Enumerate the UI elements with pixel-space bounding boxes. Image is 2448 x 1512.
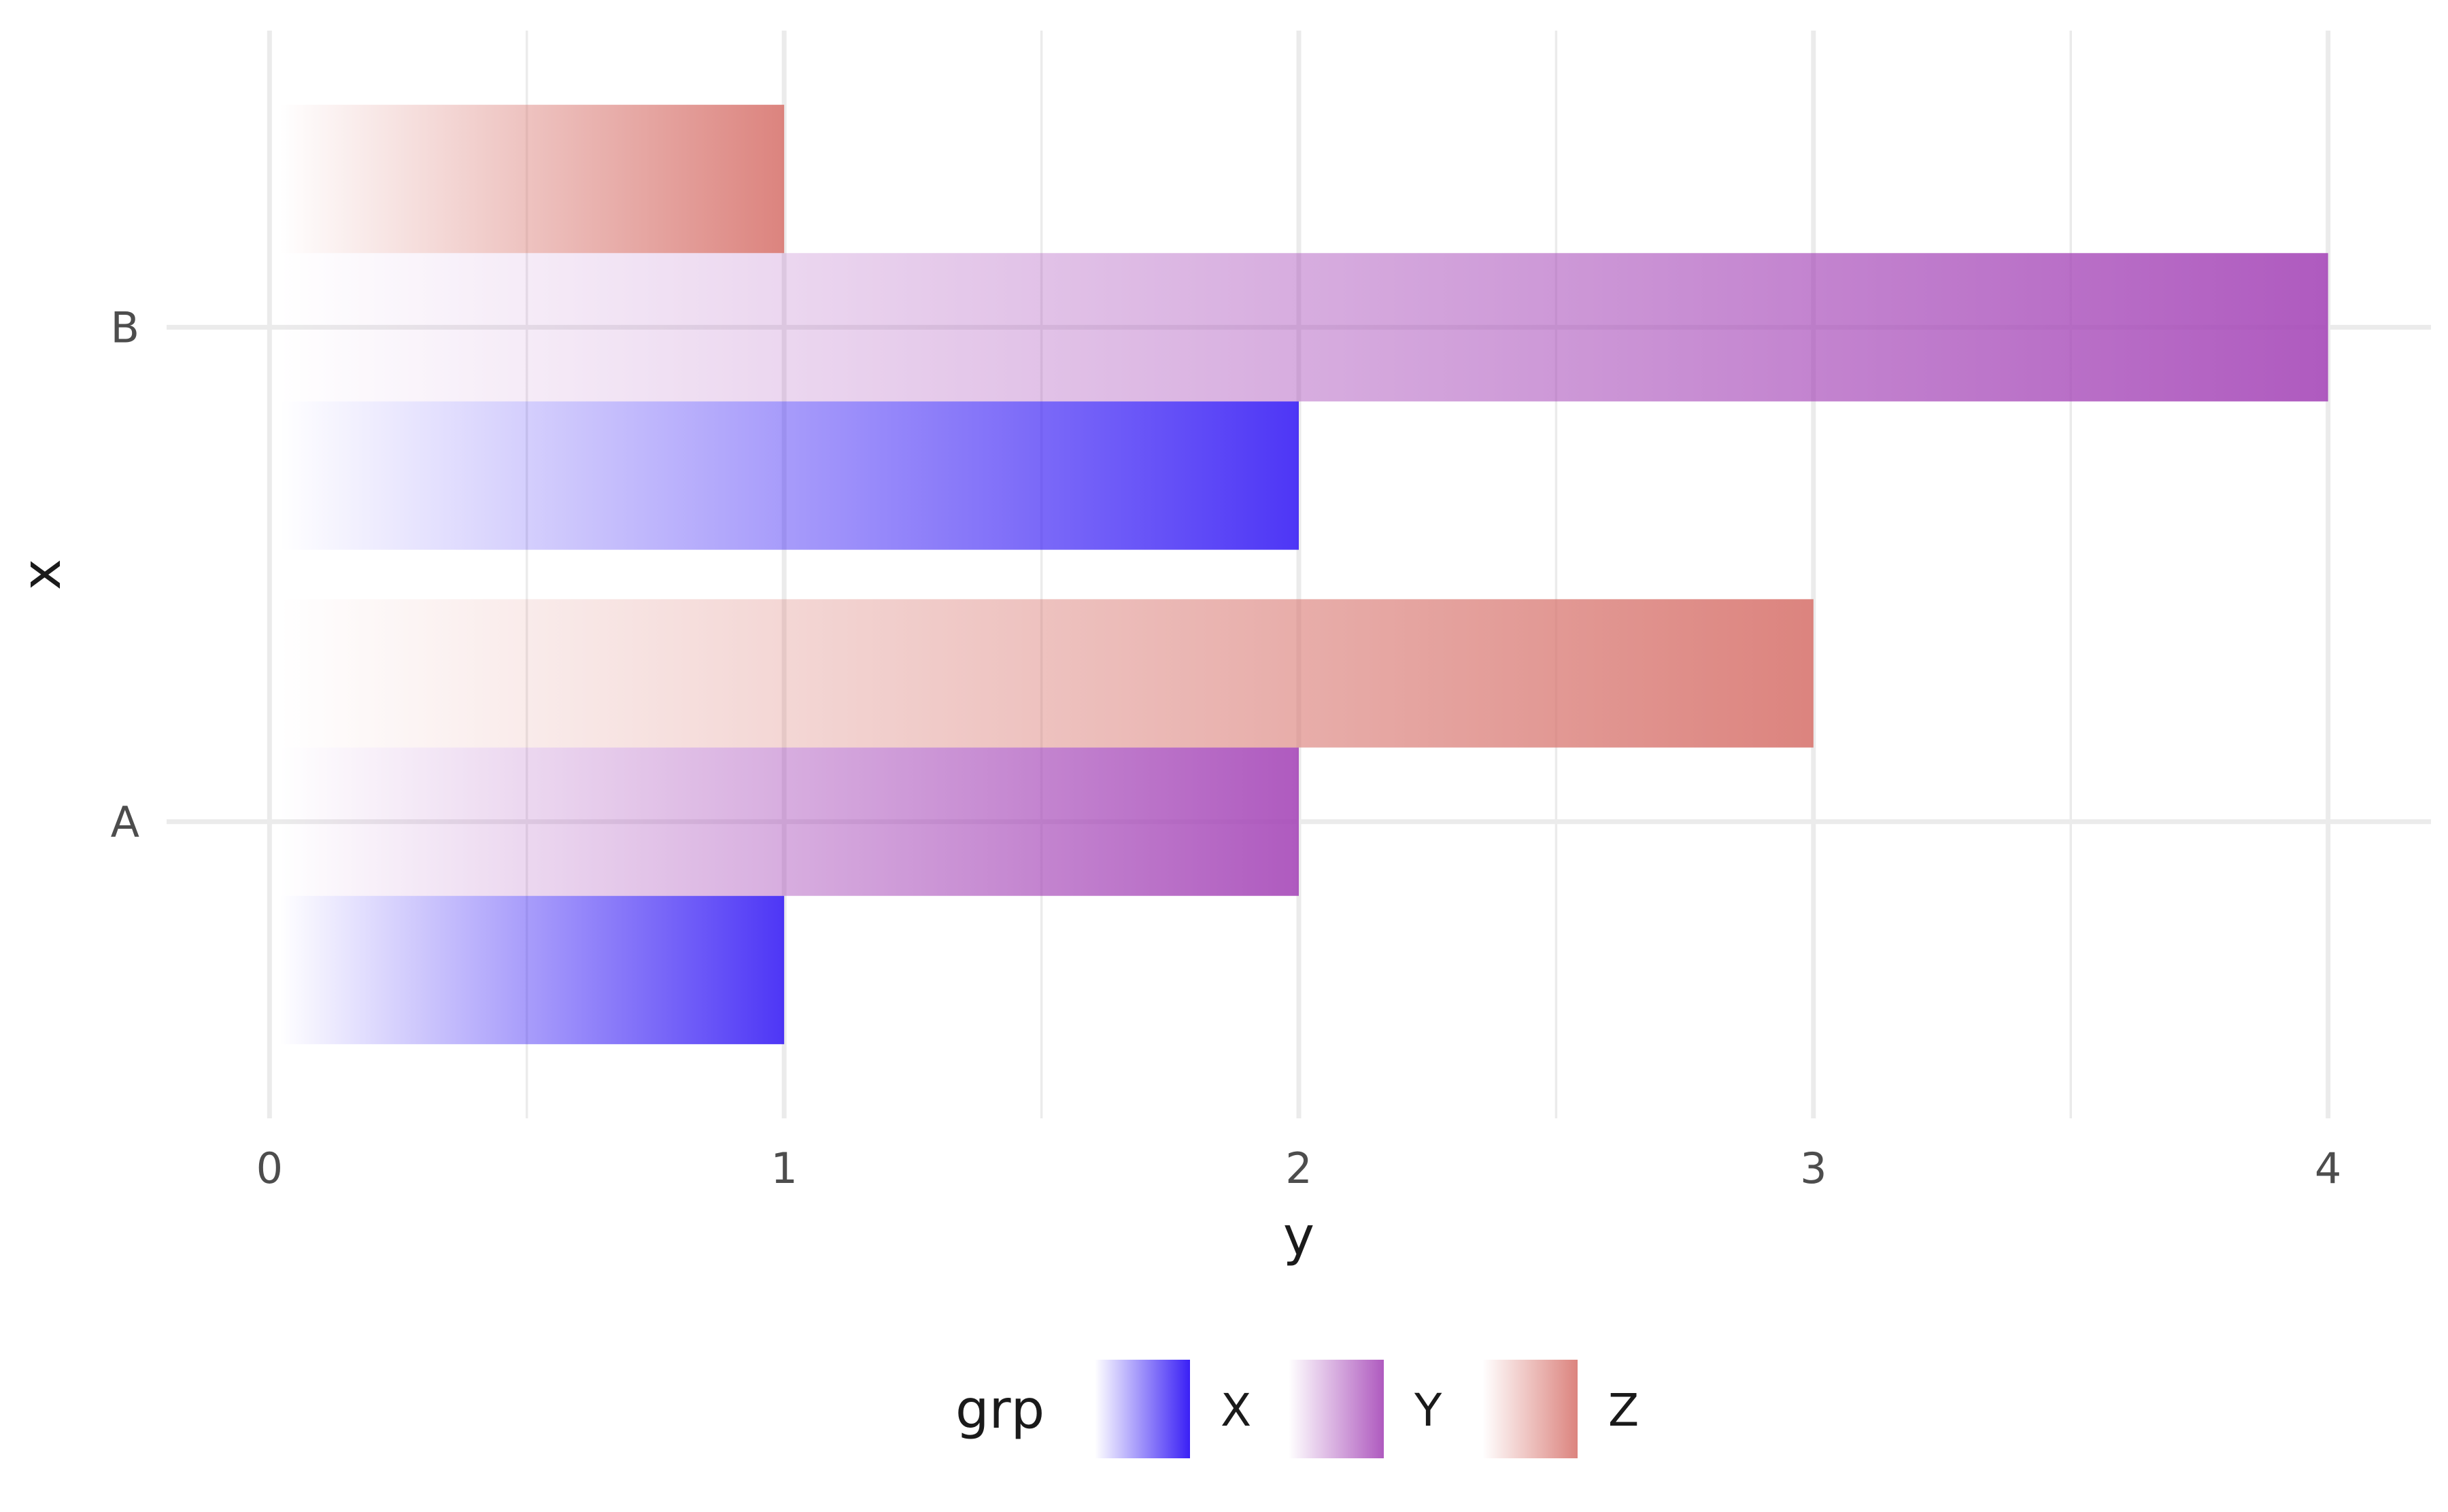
bar-B-Y <box>279 253 2328 402</box>
legend-label-Y: Y <box>1414 1384 1442 1437</box>
x-tick-label: 2 <box>1285 1144 1312 1193</box>
bar-A-Y <box>279 747 1299 896</box>
legend-key-Y <box>1289 1360 1384 1458</box>
legend: grp X Y Z <box>955 1360 1639 1458</box>
bar-A-X <box>279 895 785 1044</box>
x-tick-label: 3 <box>1800 1144 1826 1193</box>
x-tick-label: 4 <box>2315 1144 2341 1193</box>
bar-B-Z <box>279 105 785 254</box>
legend-key-X <box>1095 1360 1190 1458</box>
legend-label-Z: Z <box>1608 1384 1639 1437</box>
bar-B-X <box>279 401 1299 550</box>
x-tick-label: 1 <box>770 1144 797 1193</box>
y-tick-label: B <box>110 303 139 352</box>
bars <box>279 105 2328 1044</box>
bar-A-Z <box>279 599 1814 748</box>
x-tick-label: 0 <box>256 1144 283 1193</box>
legend-key-Z <box>1482 1360 1578 1458</box>
legend-title: grp <box>955 1379 1044 1441</box>
legend-label-X: X <box>1221 1384 1251 1437</box>
x-axis-title: y <box>1283 1206 1314 1267</box>
tick-labels: 0 1 2 3 4 A B <box>110 303 2341 1193</box>
y-tick-label: A <box>111 797 139 847</box>
y-axis-title: x <box>12 559 73 590</box>
